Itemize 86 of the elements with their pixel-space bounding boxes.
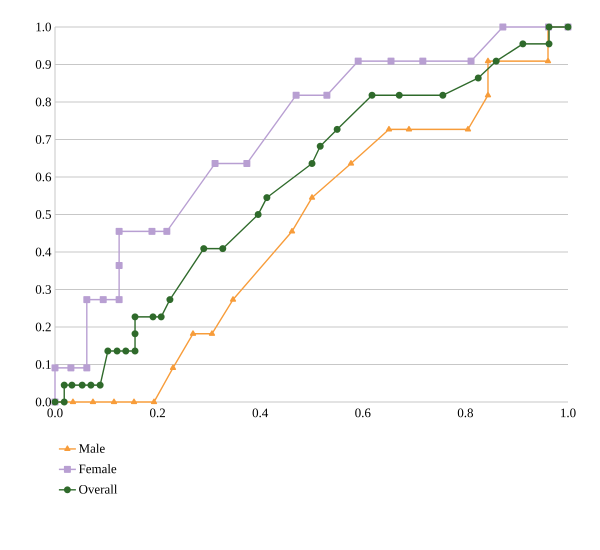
point bbox=[158, 313, 165, 320]
point bbox=[166, 296, 174, 304]
point bbox=[492, 58, 500, 65]
point bbox=[104, 348, 112, 354]
point bbox=[546, 40, 553, 48]
point bbox=[130, 398, 138, 404]
point bbox=[212, 160, 219, 167]
point bbox=[60, 382, 68, 389]
point bbox=[90, 398, 96, 404]
y-tick-label: 1.0 bbox=[36, 22, 51, 32]
y-tick-label: 0.8 bbox=[36, 98, 51, 106]
point bbox=[150, 398, 158, 404]
legend-label: Female bbox=[78, 464, 116, 474]
point bbox=[190, 330, 196, 336]
point bbox=[149, 313, 156, 320]
point bbox=[396, 92, 403, 99]
point bbox=[87, 382, 94, 389]
x-tick-label: 0.0 bbox=[47, 408, 63, 418]
point bbox=[348, 160, 354, 166]
point bbox=[484, 58, 492, 64]
point bbox=[468, 58, 475, 65]
point bbox=[219, 245, 226, 252]
point bbox=[83, 364, 90, 372]
point bbox=[132, 330, 139, 338]
point bbox=[288, 228, 296, 234]
point bbox=[96, 382, 104, 389]
point bbox=[292, 92, 300, 99]
x-tick-label: 0.4 bbox=[252, 408, 268, 418]
y-tick-label: 0.5 bbox=[36, 210, 51, 219]
legend-label: Male bbox=[78, 444, 105, 453]
point bbox=[254, 211, 262, 218]
point bbox=[499, 24, 506, 30]
point bbox=[60, 398, 68, 406]
y-tick-label: 0.4 bbox=[36, 248, 52, 256]
point bbox=[100, 296, 107, 304]
point bbox=[148, 228, 156, 235]
point bbox=[83, 296, 90, 304]
point bbox=[474, 74, 482, 82]
point bbox=[200, 245, 208, 252]
x-tick-label: 0.2 bbox=[150, 408, 165, 418]
point bbox=[484, 92, 492, 98]
point bbox=[132, 313, 139, 320]
point bbox=[388, 58, 395, 65]
point bbox=[334, 126, 341, 133]
point bbox=[323, 92, 330, 99]
y-tick-label: 0.9 bbox=[36, 60, 51, 69]
point bbox=[208, 330, 216, 336]
point bbox=[439, 92, 446, 99]
point bbox=[519, 40, 526, 48]
x-tick-label: 0.6 bbox=[355, 408, 371, 418]
point bbox=[70, 398, 76, 404]
point bbox=[243, 160, 250, 167]
point bbox=[354, 58, 362, 65]
y-tick-label: 0.1 bbox=[36, 360, 51, 369]
point bbox=[230, 296, 236, 302]
point bbox=[263, 194, 270, 202]
x-tick-label: 0.8 bbox=[458, 408, 474, 418]
point bbox=[386, 126, 392, 132]
point bbox=[544, 58, 552, 64]
point bbox=[308, 194, 316, 200]
point bbox=[116, 296, 123, 304]
point bbox=[163, 228, 170, 235]
point bbox=[78, 382, 86, 389]
y-tick-label: 0.7 bbox=[36, 135, 52, 144]
y-tick-label: 0.2 bbox=[36, 322, 51, 332]
point bbox=[122, 348, 130, 354]
x-tick-label: 1.0 bbox=[561, 408, 576, 418]
point bbox=[368, 92, 376, 99]
point bbox=[116, 228, 123, 235]
point bbox=[419, 58, 426, 65]
point bbox=[132, 348, 139, 354]
point bbox=[68, 382, 76, 389]
y-tick-label: 0.3 bbox=[36, 285, 51, 294]
point bbox=[308, 160, 316, 167]
y-tick-label: 0.6 bbox=[36, 172, 52, 182]
point bbox=[114, 348, 121, 354]
legend-label: Overall bbox=[79, 484, 118, 494]
point bbox=[110, 398, 118, 404]
point bbox=[316, 142, 324, 150]
point bbox=[116, 262, 123, 269]
point bbox=[170, 364, 176, 370]
point bbox=[406, 126, 412, 132]
point bbox=[52, 364, 58, 372]
y-tick-label: 0.0 bbox=[36, 398, 51, 406]
point bbox=[464, 126, 472, 132]
point bbox=[67, 364, 74, 372]
